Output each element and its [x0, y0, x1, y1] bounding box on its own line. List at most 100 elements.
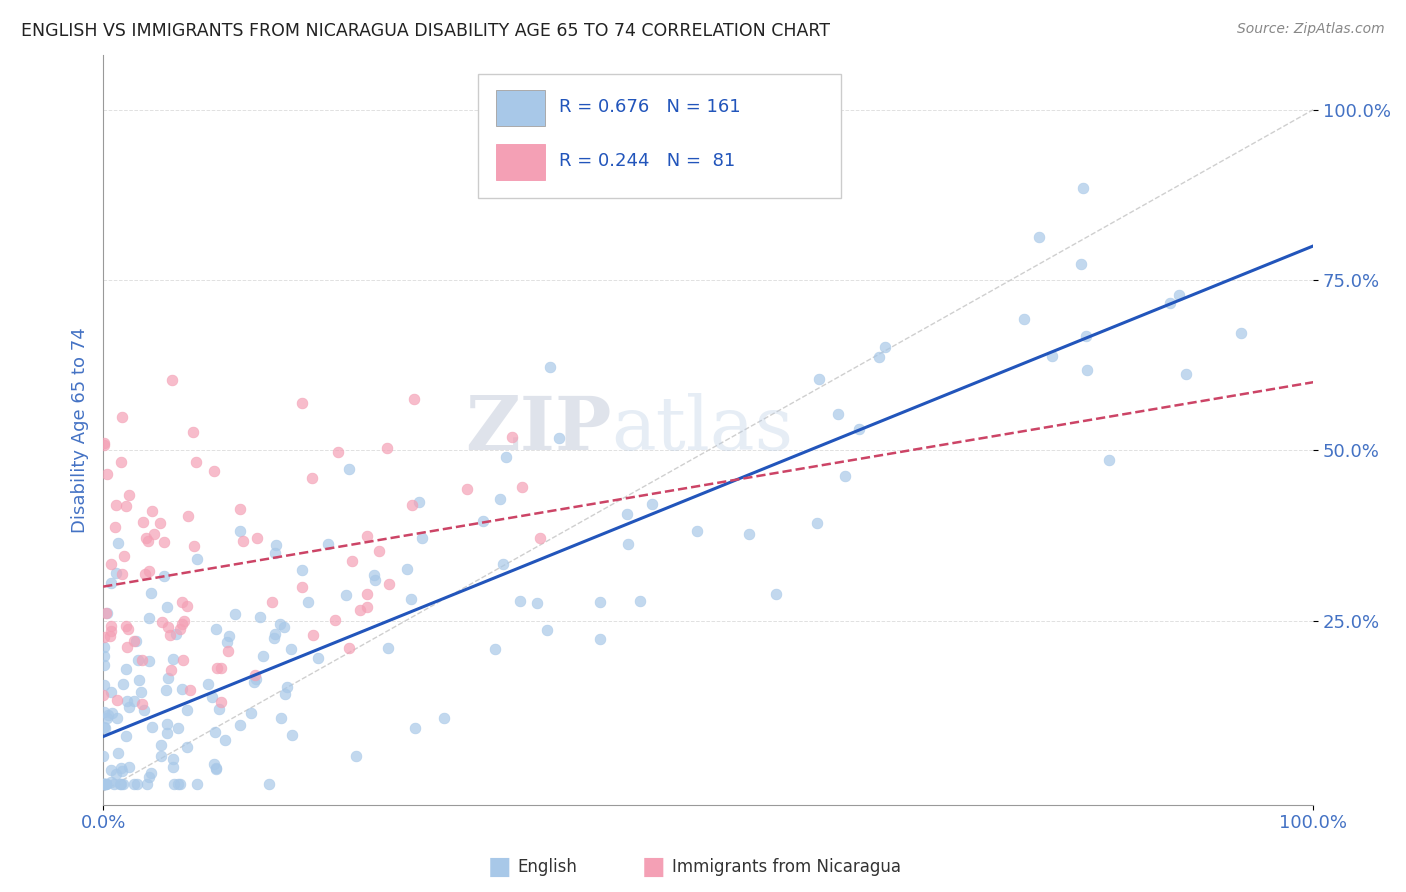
Point: [100, 557, 122, 571]
Point: [122, 694, 145, 708]
Point: [91, 749, 114, 764]
Point: [111, 409, 134, 424]
Point: [402, 392, 425, 406]
Point: [538, 360, 561, 375]
Point: [217, 644, 239, 658]
Text: R = 0.676   N = 161: R = 0.676 N = 161: [560, 98, 741, 116]
Point: [97, 707, 120, 722]
Point: [131, 697, 153, 711]
Point: [176, 704, 198, 718]
Point: [257, 777, 280, 791]
Point: [117, 622, 139, 636]
Point: [1071, 181, 1094, 195]
Point: [104, 566, 127, 580]
Point: [170, 595, 193, 609]
Point: [202, 465, 225, 479]
Point: [110, 455, 132, 469]
Point: [291, 580, 314, 594]
Point: [344, 749, 367, 764]
Point: [96, 606, 118, 620]
Point: [806, 516, 828, 531]
Point: [159, 628, 181, 642]
Point: [526, 596, 548, 610]
Point: [291, 396, 314, 410]
Point: [307, 651, 329, 665]
Point: [186, 455, 208, 469]
Point: [202, 757, 225, 772]
Point: [93, 630, 115, 644]
Point: [264, 538, 287, 552]
Point: [179, 682, 201, 697]
Point: [1175, 368, 1198, 382]
Point: [93, 438, 115, 452]
Point: [232, 533, 254, 548]
Point: [93, 649, 115, 664]
Point: [249, 610, 271, 624]
Point: [138, 611, 160, 625]
Point: [162, 652, 184, 666]
Point: [404, 721, 426, 735]
Point: [302, 628, 325, 642]
Point: [411, 531, 433, 545]
Point: [269, 616, 291, 631]
Point: [201, 690, 224, 704]
Point: [433, 711, 456, 725]
Point: [495, 450, 517, 464]
Point: [111, 777, 134, 791]
Point: [153, 569, 176, 583]
Point: [101, 706, 124, 721]
Point: [93, 721, 115, 735]
Point: [186, 777, 208, 791]
Point: [263, 632, 285, 646]
Point: [375, 441, 398, 455]
Point: [94, 777, 117, 791]
Point: [115, 499, 138, 513]
Point: [108, 777, 131, 791]
Point: [868, 350, 890, 364]
Point: [103, 777, 125, 791]
Point: [177, 509, 200, 524]
Point: [131, 653, 153, 667]
Point: [149, 749, 172, 764]
Point: [399, 592, 422, 607]
Point: [138, 654, 160, 668]
Point: [280, 641, 302, 656]
Point: [252, 649, 274, 664]
Point: [143, 526, 166, 541]
Point: [1159, 296, 1181, 310]
Point: [335, 588, 357, 602]
Point: [260, 595, 283, 609]
Point: [229, 501, 252, 516]
Point: [472, 514, 495, 528]
FancyBboxPatch shape: [496, 145, 546, 180]
Point: [246, 531, 269, 545]
Point: [162, 752, 184, 766]
Point: [834, 469, 856, 483]
Point: [167, 721, 190, 735]
Point: [349, 603, 371, 617]
Point: [127, 653, 149, 667]
Point: [1074, 329, 1097, 343]
Point: [176, 739, 198, 754]
Y-axis label: Disability Age 65 to 74: Disability Age 65 to 74: [72, 327, 89, 533]
Text: ■: ■: [643, 855, 665, 879]
Point: [156, 671, 179, 685]
Point: [1040, 349, 1063, 363]
Text: English: English: [517, 858, 578, 876]
Point: [122, 633, 145, 648]
Point: [536, 623, 558, 637]
Text: ■: ■: [488, 855, 510, 879]
Point: [291, 563, 314, 577]
Point: [408, 495, 430, 509]
Point: [589, 595, 612, 609]
Point: [125, 777, 148, 791]
Point: [124, 777, 146, 791]
Point: [297, 595, 319, 609]
Point: [111, 764, 134, 778]
Point: [165, 626, 187, 640]
Point: [273, 620, 295, 634]
Point: [132, 516, 155, 530]
Point: [100, 774, 122, 789]
Point: [135, 532, 157, 546]
Point: [118, 760, 141, 774]
